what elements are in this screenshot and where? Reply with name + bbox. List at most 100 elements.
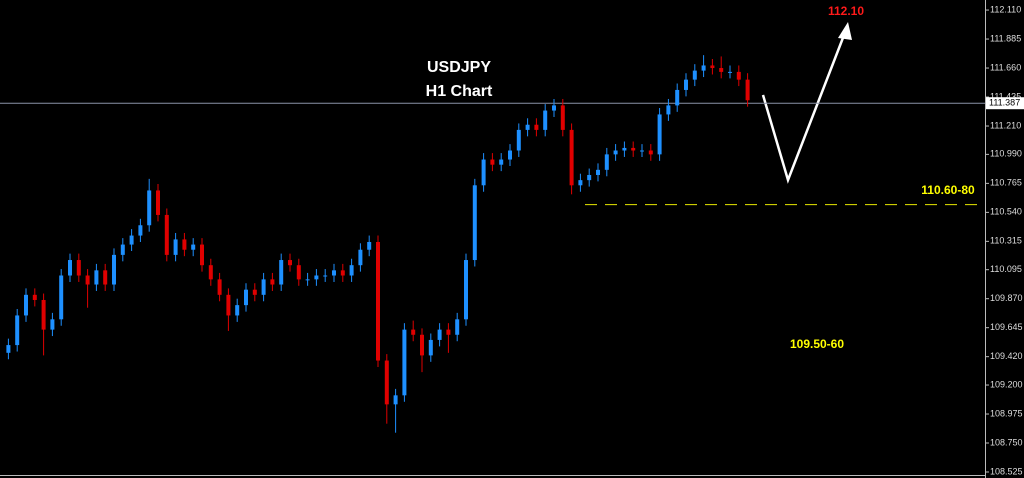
candle-body [402, 329, 407, 396]
candle-body [508, 150, 512, 160]
candle-body [173, 239, 178, 255]
candle-body [120, 244, 125, 255]
candle-body [103, 270, 108, 285]
candle-body [288, 260, 292, 266]
candle-body [182, 239, 187, 250]
candle-body [138, 225, 143, 236]
candle-body [24, 294, 28, 316]
candle-body [76, 260, 81, 276]
candle-body [15, 315, 20, 346]
candle-body [244, 289, 248, 306]
candle-body [437, 329, 442, 340]
candle-body [516, 129, 521, 151]
candle-body [569, 129, 574, 186]
candle-body [32, 294, 37, 300]
y-tick-label: 110.095 [990, 264, 1022, 274]
candle-body [719, 68, 724, 72]
candle-body [270, 279, 275, 285]
candle-body [349, 265, 354, 276]
candle-body [252, 289, 257, 295]
candle-body [323, 275, 328, 277]
candle-body [129, 235, 134, 245]
annotation: 112.10 [828, 4, 864, 18]
candle-body [428, 339, 433, 356]
candle-body [164, 214, 169, 255]
y-tick-label: 110.540 [990, 207, 1022, 217]
support-label: 110.60-80 [921, 183, 975, 197]
candle-body [367, 241, 372, 250]
candle-body [604, 154, 609, 170]
candle-body [411, 329, 416, 335]
candle-body [156, 190, 160, 215]
candle-body [50, 319, 55, 330]
y-tick-label: 109.420 [990, 351, 1023, 361]
candle-body [499, 159, 504, 165]
candle-body [393, 395, 398, 405]
chart-subtitle: H1 Chart [426, 83, 493, 100]
candle-body [552, 105, 556, 111]
candle-body [464, 260, 468, 320]
candle-body [85, 275, 90, 285]
candle-body [332, 270, 336, 276]
candle-body [340, 270, 345, 276]
candle-body [226, 294, 231, 316]
candle-body [675, 89, 680, 106]
y-tick-label: 108.975 [990, 408, 1023, 418]
y-tick-label: 111.885 [990, 33, 1021, 43]
y-tick-label: 108.525 [990, 466, 1023, 476]
candle-body [376, 241, 380, 361]
y-tick-label: 110.990 [990, 149, 1022, 159]
candle-body [305, 279, 310, 281]
y-tick-label: 109.200 [990, 379, 1023, 389]
candle-body [279, 260, 284, 285]
y-tick-label: 112.110 [990, 4, 1021, 14]
candle-body [640, 150, 644, 152]
candle-body [235, 305, 240, 316]
annotation: 109.50-60 [790, 337, 844, 351]
candle-body [59, 275, 64, 320]
candle-body [41, 299, 46, 330]
candle-body [68, 260, 72, 276]
candle-body [543, 110, 548, 130]
candle-body [666, 105, 671, 115]
candle-body [384, 360, 389, 405]
candle-body [736, 71, 741, 80]
y-tick-label: 111.435 [990, 91, 1021, 101]
candle-body [622, 147, 627, 151]
candle-body [314, 275, 319, 280]
candle-body [200, 244, 204, 266]
chart-title: USDJPY [427, 59, 491, 76]
candle-body [701, 65, 706, 71]
candle-body [534, 124, 539, 130]
y-tick-label: 108.750 [990, 437, 1023, 447]
candle-body [112, 254, 116, 285]
candle-body [490, 159, 495, 165]
candle-body [657, 114, 662, 155]
y-tick-label: 110.765 [990, 178, 1022, 188]
candle-body [596, 169, 600, 175]
candle-body [692, 70, 697, 80]
current-price-label: 111.387 [989, 98, 1020, 108]
candle-body [261, 279, 266, 295]
candle-body [728, 71, 732, 73]
candle-body [472, 185, 477, 261]
candle-body [208, 265, 213, 280]
candle-body [358, 249, 363, 266]
candle-body [631, 147, 636, 151]
candle-body [6, 345, 11, 353]
candle-body [217, 279, 222, 295]
y-tick-label: 111.660 [990, 62, 1021, 72]
candle-body [191, 244, 196, 250]
candle-body [420, 334, 424, 356]
candle-body [455, 319, 460, 335]
candle-body [296, 265, 301, 280]
projection-arrow [761, 29, 848, 184]
y-tick-label: 109.870 [990, 293, 1023, 303]
candle-body [147, 190, 152, 226]
candle-body [94, 270, 99, 285]
candle-body [684, 79, 688, 90]
y-tick-label: 110.315 [990, 236, 1022, 246]
